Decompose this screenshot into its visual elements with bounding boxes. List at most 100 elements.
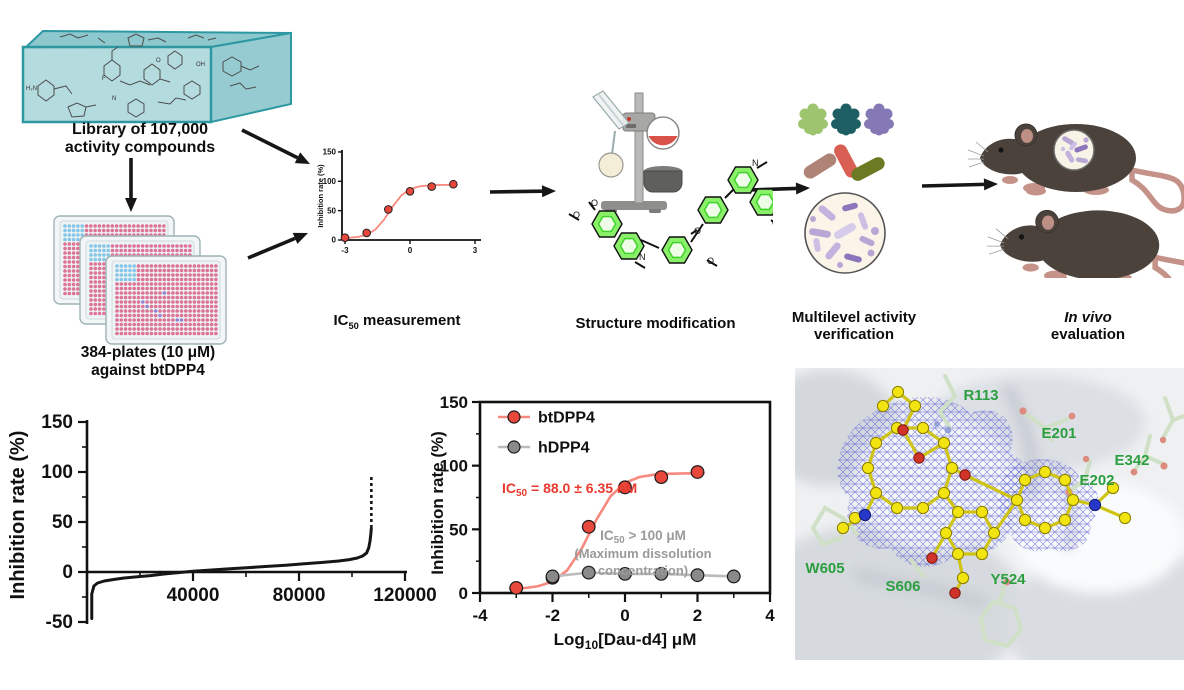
assay-plates-illustration	[53, 215, 227, 345]
svg-text:100: 100	[323, 177, 337, 186]
teal-box	[21, 29, 292, 124]
svg-text:40000: 40000	[167, 585, 220, 606]
svg-text:0: 0	[408, 246, 413, 255]
series-curve-btDPP4	[508, 472, 705, 591]
svg-text:Inhibition rate (%): Inhibition rate (%)	[316, 164, 325, 228]
svg-text:Inhibition rate (%): Inhibition rate (%)	[430, 431, 447, 575]
series-point-hDPP4	[581, 565, 596, 580]
svg-text:N: N	[112, 96, 116, 102]
mouse-icon-2	[987, 210, 1184, 278]
series-point-btDPP4	[581, 519, 596, 534]
svg-text:150: 150	[323, 148, 337, 157]
svg-text:0: 0	[62, 562, 73, 583]
series-point-hDPP4	[654, 566, 669, 581]
svg-text:N: N	[639, 252, 646, 262]
svg-text:80000: 80000	[273, 585, 326, 606]
svg-text:2: 2	[693, 606, 702, 625]
svg-text:150: 150	[440, 393, 468, 412]
svg-text:0: 0	[332, 236, 337, 245]
ic50-measurement-label: IC50 measurement	[333, 312, 461, 331]
plates-label: 384-plates (10 μM) against btDPP4	[80, 344, 216, 379]
ic50-annotation-gray: IC50 > 100 μM	[600, 528, 686, 546]
compound-library-illustration: H₂N O N F OH	[21, 29, 292, 124]
microbe-blob-1	[798, 103, 828, 136]
svg-text:O: O	[772, 218, 773, 228]
series-point-hDPP4	[618, 566, 632, 581]
svg-text:O: O	[156, 58, 161, 64]
residue-label-Y524: Y524	[990, 571, 1026, 588]
mice-illustration	[968, 98, 1184, 278]
bacteria-rod-3	[851, 157, 885, 181]
series-point-btDPP4	[509, 581, 524, 595]
bacteria-rod-2	[834, 144, 858, 178]
series-point-btDPP4	[690, 465, 705, 479]
series-point-btDPP4	[618, 480, 632, 495]
microbe-blob-3	[864, 103, 894, 136]
svg-text:-50: -50	[46, 612, 73, 633]
microbiome-window	[1053, 129, 1095, 171]
x-axis-label: Log10[Dau-d4] μM	[554, 630, 697, 652]
svg-text:150: 150	[41, 412, 73, 433]
stick-heteroatoms	[934, 407, 1168, 586]
library-label: Library of 107,000 activity compounds	[64, 121, 216, 157]
svg-text:(Maximum dissolution: (Maximum dissolution	[574, 546, 711, 561]
screening-waterfall-chart: -50 0 50 100 150 40000 80000 120000 Inhibition r…	[7, 412, 437, 633]
svg-text:-3: -3	[341, 246, 349, 255]
legend-label-hDPP4: hDPP4	[538, 440, 590, 457]
svg-text:O: O	[591, 198, 598, 208]
dauricine-molecule-illustration: OONOONOO	[568, 158, 773, 269]
svg-text:F: F	[102, 76, 106, 82]
library-atom-labels: H₂N O N F OH	[26, 58, 205, 102]
ligand-ball-and-stick	[836, 385, 1132, 599]
dose-response-chart: 0 50 100 150 -4 -2 0 2 4 Inhibition rate (%) Log10…	[430, 393, 775, 652]
mouse-icon-1	[968, 124, 1184, 211]
series-point-hDPP4	[690, 568, 705, 583]
multilevel-activity-illustration	[798, 103, 894, 274]
svg-text:OH: OH	[196, 62, 205, 68]
svg-text:100: 100	[440, 457, 468, 476]
svg-text:N: N	[752, 158, 759, 168]
residue-label-R113: R113	[963, 387, 998, 404]
svg-text:Inhibition rate (%): Inhibition rate (%)	[7, 431, 29, 600]
waterfall-series	[90, 527, 373, 619]
microscopy-bacteria	[809, 202, 879, 268]
residue-sticks	[810, 374, 1184, 649]
svg-text:concentration): concentration)	[598, 563, 688, 578]
multilevel-activity-label: Multilevel activity verification	[791, 309, 917, 344]
svg-text:O: O	[694, 226, 701, 236]
residue-label-W605: W605	[805, 560, 844, 577]
microbe-blob-2	[831, 103, 861, 136]
residue-label-E342: E342	[1114, 452, 1149, 469]
svg-text:4: 4	[765, 606, 775, 625]
legend-label-btDPP4: btDPP4	[538, 410, 595, 427]
svg-text:50: 50	[327, 206, 336, 215]
svg-text:O: O	[573, 210, 580, 220]
series-point-btDPP4	[654, 470, 669, 485]
svg-text:50: 50	[52, 512, 73, 533]
bacteria-rod-1	[803, 153, 837, 179]
residue-label-E202: E202	[1079, 472, 1114, 489]
library-molecule-doodles	[37, 33, 260, 118]
svg-text:H₂N: H₂N	[26, 86, 37, 92]
svg-text:-2: -2	[545, 606, 560, 625]
svg-text:0: 0	[620, 606, 629, 625]
svg-text:3: 3	[473, 246, 478, 255]
svg-text:-4: -4	[472, 606, 488, 625]
residue-label-E201: E201	[1041, 425, 1076, 442]
structure-modification-label: Structure modification	[575, 315, 736, 332]
svg-text:O: O	[707, 256, 714, 266]
ic50-mini-chart: 0 50 100 150 -3 0 3 Inhibition rate (%)	[316, 148, 481, 255]
series-point-hDPP4	[545, 569, 560, 584]
series-point-hDPP4	[726, 569, 741, 584]
ic50-annotation-red: IC50 = 88.0 ± 6.35 nM	[502, 480, 637, 499]
in-vivo-label: In vivo evaluation	[1050, 309, 1126, 344]
svg-text:120000: 120000	[373, 585, 436, 606]
svg-text:50: 50	[449, 520, 468, 539]
svg-text:0: 0	[459, 584, 468, 603]
plate-3	[105, 255, 227, 345]
rotary-evaporator-icon	[592, 90, 683, 213]
svg-text:100: 100	[41, 462, 73, 483]
